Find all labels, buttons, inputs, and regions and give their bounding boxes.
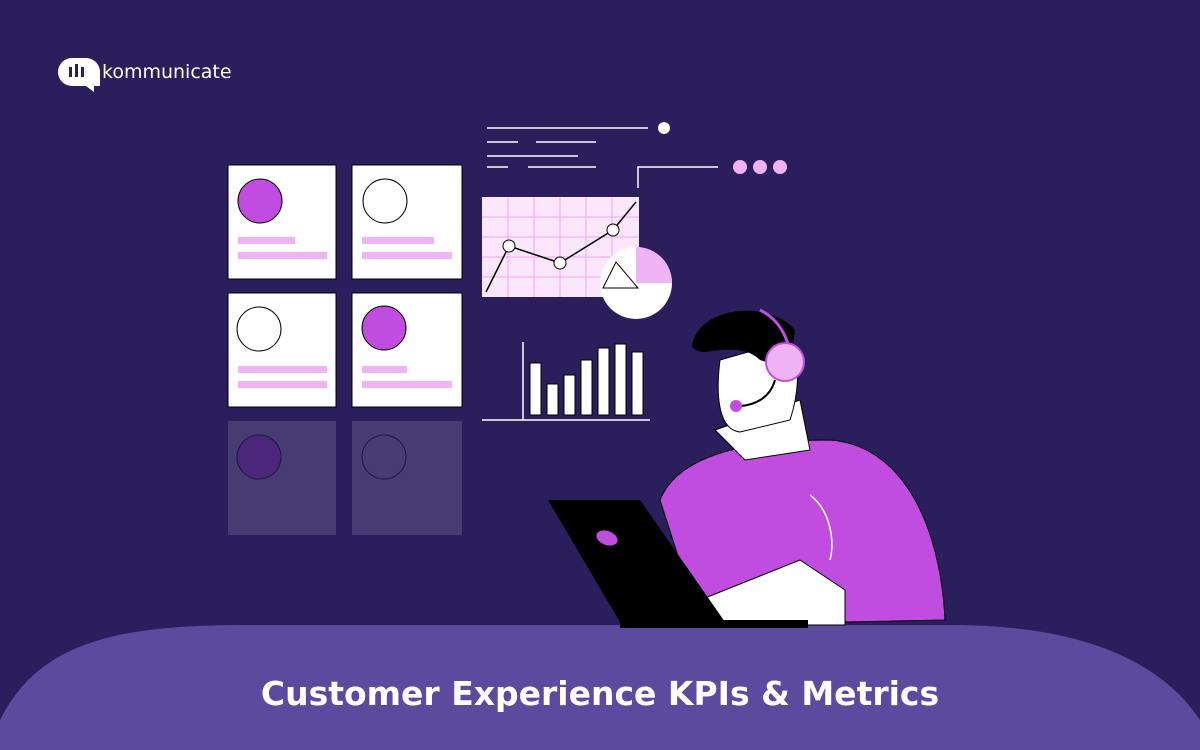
card-icon [361,305,407,351]
card-line [362,252,452,259]
logo-tail [86,86,94,92]
laptop-base [620,620,808,628]
logo-bar [81,67,84,77]
dot [733,160,747,174]
card-line [362,366,407,373]
card [351,292,463,408]
brand-name: kommunicate [102,61,232,83]
logo-bar [75,64,78,77]
dot [773,160,787,174]
laptop-screen [548,500,725,622]
title: Customer Experience KPIs & Metrics [261,674,939,713]
point [502,239,516,253]
triangle [602,261,640,289]
dot [658,122,670,134]
card [227,164,337,280]
card-line [238,366,327,373]
logo-bubble [58,58,100,86]
decor-lines [487,127,718,188]
faded-cards [228,421,462,535]
mic [730,400,742,412]
card-line [362,237,434,244]
card-line [238,252,327,259]
laptop [548,500,808,628]
card [351,164,463,280]
shirt-fold [809,494,833,561]
headset [765,342,805,382]
card-icon [236,306,282,352]
shirt [659,439,946,626]
card-line [238,381,327,388]
card-icon [361,434,407,480]
person [659,308,946,626]
logo-bar [69,67,72,77]
line [637,166,718,188]
desk [0,625,1200,750]
chart-panel [482,197,672,319]
cards [227,164,463,535]
point [606,223,620,237]
card [352,421,462,535]
card-icon [236,434,282,480]
point [553,256,567,270]
card [228,421,336,535]
mic-arm [739,379,776,407]
pie-slice [636,247,672,283]
dot [753,160,767,174]
logo: kommunicate [58,58,232,92]
laptop-logo [596,530,618,546]
card-line [238,237,295,244]
card-icon [237,178,283,224]
card [227,292,337,408]
card-icon [362,178,408,224]
card-line [362,381,452,388]
bar-chart [482,342,650,421]
